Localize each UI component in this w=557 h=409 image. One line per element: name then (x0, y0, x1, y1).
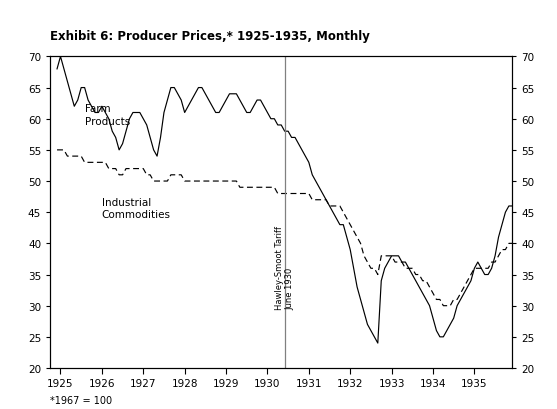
Text: Exhibit 6: Producer Prices,* 1925-1935, Monthly: Exhibit 6: Producer Prices,* 1925-1935, … (50, 30, 370, 43)
Text: Hawley-Smoot Tariff: Hawley-Smoot Tariff (275, 225, 284, 309)
Text: Industrial
Commodities: Industrial Commodities (102, 197, 171, 220)
Text: June 1930: June 1930 (285, 267, 294, 309)
Text: Farm
Products: Farm Products (85, 104, 130, 126)
Text: *1967 = 100: *1967 = 100 (50, 395, 113, 405)
